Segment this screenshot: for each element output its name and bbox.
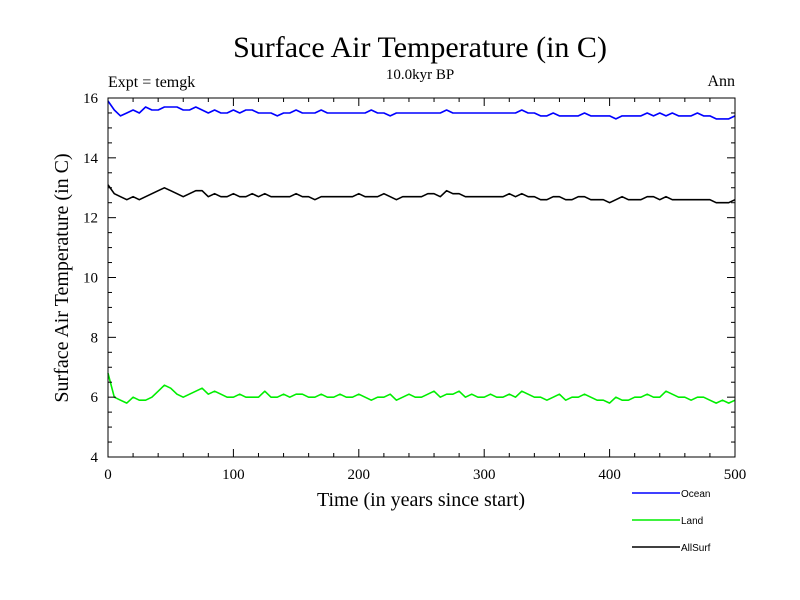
y-tick-label: 16 [83,91,99,107]
series-line-allsurf [107,184,736,204]
y-tick-label: 6 [91,390,99,406]
series-line-ocean [107,100,736,120]
x-tick-label: 200 [348,467,371,483]
legend-label-allsurf: AllSurf [681,543,711,554]
y-tick-label: 10 [83,271,98,287]
chart-title: Surface Air Temperature (in C) [233,31,607,64]
series-layer [107,100,736,404]
y-tick-label: 14 [83,151,99,167]
experiment-label: Expt = temgk [108,74,195,91]
legend-label-land: Land [681,516,703,527]
x-tick-label: 100 [222,467,245,483]
y-tick-label: 12 [83,211,98,227]
season-label: Ann [707,73,735,90]
y-tick-label: 4 [91,450,99,466]
y-tick-label: 8 [91,330,99,346]
series-line-land [107,372,736,404]
x-axis-label: Time (in years since start) [317,489,525,511]
x-tick-label: 300 [473,467,496,483]
x-tick-label: 0 [104,467,112,483]
legend: Ocean Land AllSurf [632,489,711,554]
x-tick-label: 500 [724,467,747,483]
ticks-layer: 0 100 200 300 400 500 4 6 8 10 12 14 16 [83,91,746,483]
legend-label-ocean: Ocean [681,489,710,500]
x-tick-label: 400 [598,467,621,483]
chart-subtitle: 10.0kyr BP [386,67,454,83]
y-axis-label: Surface Air Temperature (in C) [51,153,73,402]
